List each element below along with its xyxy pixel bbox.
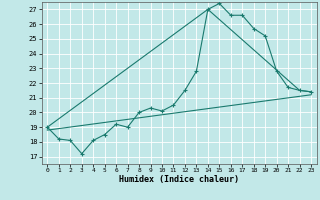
X-axis label: Humidex (Indice chaleur): Humidex (Indice chaleur) — [119, 175, 239, 184]
